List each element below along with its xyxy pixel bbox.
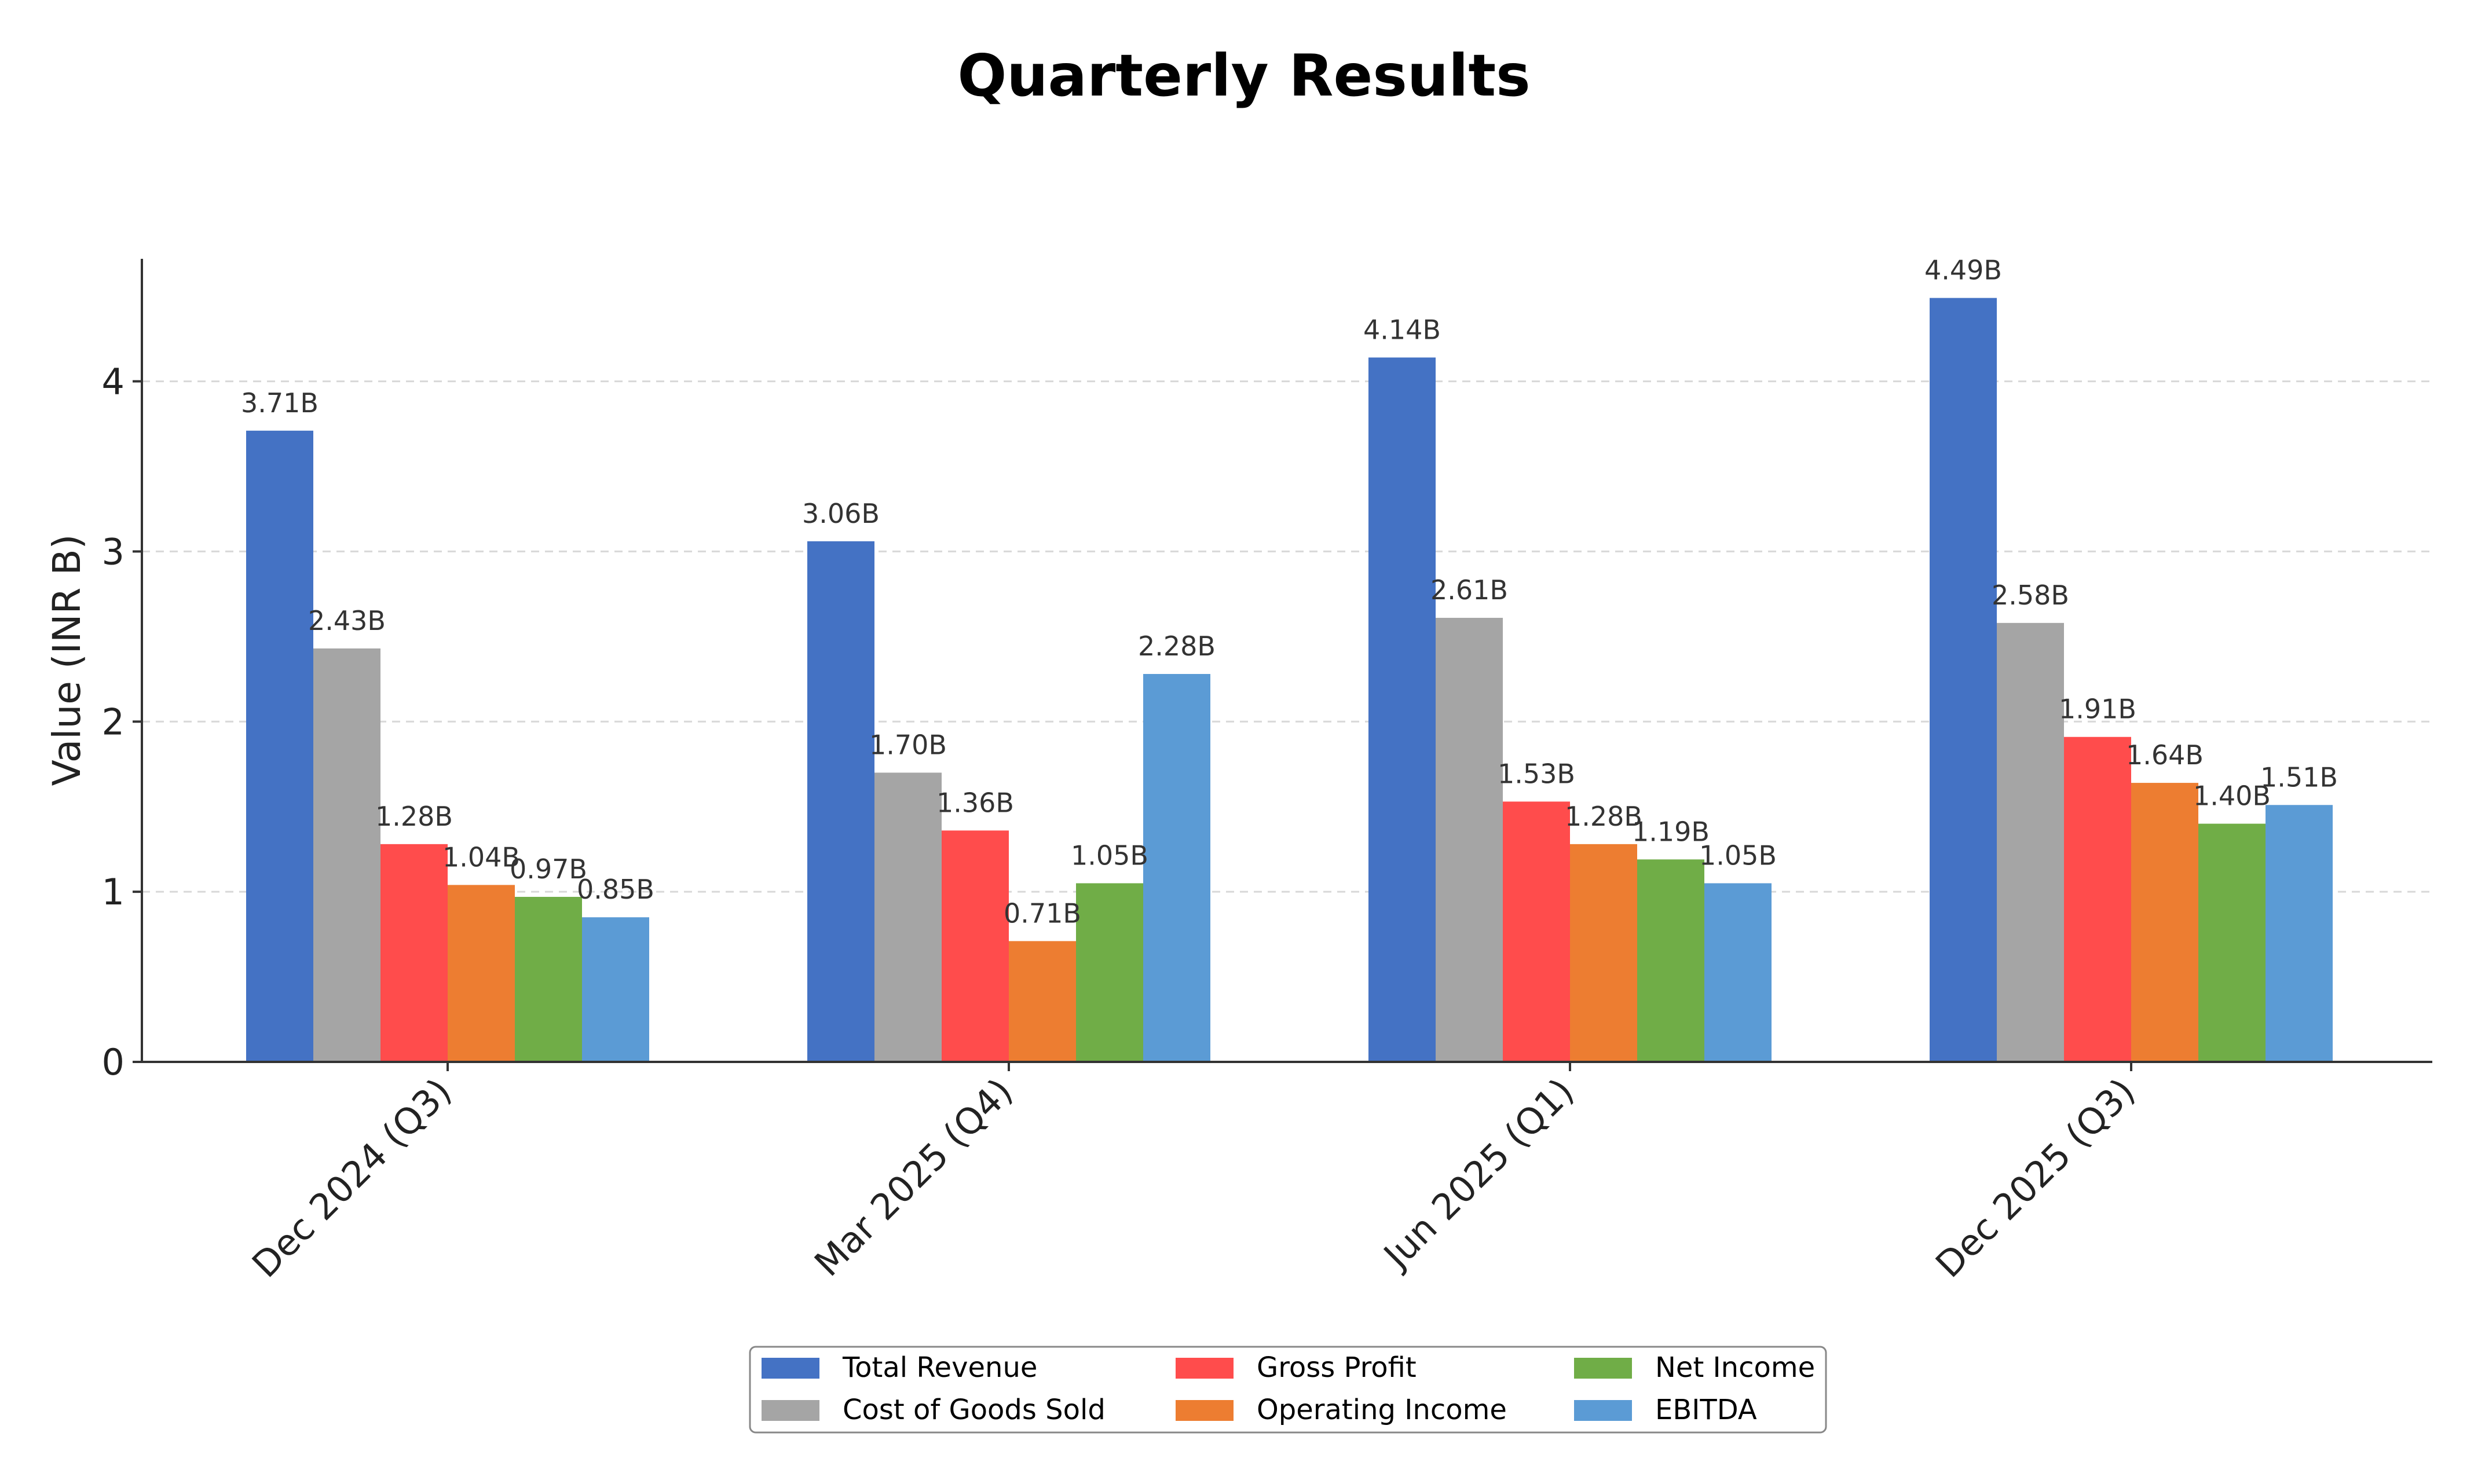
data-label: 1.53B [1498,758,1575,789]
bars [246,298,2333,1062]
data-label: 3.06B [802,498,880,529]
x-tick-label: Mar 2025 (Q4) [806,1070,1020,1284]
data-label: 1.04B [442,841,520,873]
bar [515,896,582,1062]
data-label: 0.71B [1004,897,1081,929]
legend-swatch [762,1400,819,1421]
bar [246,430,313,1062]
bar [2064,736,2131,1062]
legend-swatch [1176,1358,1234,1379]
data-labels: 3.71B 3.06B 4.14B 4.49B 2.43B 1.70B 2.61B 2.58B… [241,255,2338,929]
data-label: 1.91B [2059,694,2136,725]
bar [2131,783,2198,1062]
data-label: 1.51B [2260,761,2338,793]
bar [2198,823,2266,1062]
data-label: 0.85B [577,874,654,905]
bar [582,917,649,1062]
x-tick-label: Dec 2025 (Q3) [1927,1070,2143,1286]
y-tick-label: 1 [102,871,125,913]
x-tick-label: Dec 2024 (Q3) [244,1070,460,1286]
bar [2266,805,2333,1062]
bar [380,844,448,1062]
bar [1637,859,1704,1062]
bar [1704,883,1772,1062]
data-label: 1.19B [1632,816,1710,847]
legend-label: Total Revenue [842,1351,1037,1384]
data-label: 1.70B [869,729,947,760]
bar [1503,801,1570,1062]
y-axis-label: Value (INR B) [45,534,89,786]
data-label: 1.36B [936,787,1014,818]
data-label: 1.64B [2126,739,2204,771]
data-label: 1.28B [375,801,453,832]
bar [1076,883,1143,1062]
legend-swatch [762,1358,819,1379]
bar [448,885,515,1062]
data-label: 1.05B [1071,840,1148,871]
data-label: 1.40B [2193,781,2271,812]
bar [1570,844,1637,1062]
legend-swatch [1574,1400,1632,1421]
bar [1143,674,1210,1062]
data-label: 3.71B [241,387,319,419]
legend-items: Total Revenue Cost of Goods Sold Gross Pro… [762,1351,1815,1426]
bar [807,541,874,1062]
legend-label: EBITDA [1655,1394,1757,1426]
data-label: 2.28B [1138,631,1216,662]
data-label: 2.58B [1992,580,2069,611]
data-label: 1.05B [1699,840,1777,871]
legend-swatch [1176,1400,1234,1421]
data-label: 1.28B [1565,801,1642,832]
bar [1436,618,1503,1062]
y-tick-label: 4 [102,361,125,403]
bar [874,772,942,1062]
x-ticks: Dec 2024 (Q3) Mar 2025 (Q4) Jun 2025 (Q1) D… [244,1062,2143,1286]
legend-label: Cost of Goods Sold [843,1394,1106,1426]
legend-swatch [1574,1358,1632,1379]
data-label: 2.43B [308,605,386,636]
y-tick-label: 0 [102,1041,125,1083]
data-label: 4.49B [1924,255,2002,286]
data-label: 2.61B [1430,574,1508,606]
x-tick-label: Jun 2025 (Q1) [1374,1070,1582,1278]
legend-label: Operating Income [1257,1394,1507,1426]
legend-label: Net Income [1655,1351,1815,1384]
y-ticks: 0 1 2 3 4 [102,361,142,1083]
chart-title: Quarterly Results [957,42,1530,109]
data-label: 4.14B [1363,314,1441,345]
legend-frame [749,1346,1827,1434]
legend-label: Gross Profit [1257,1351,1417,1384]
bar [1009,941,1076,1062]
y-tick-label: 3 [102,530,125,573]
bar [942,830,1009,1062]
bar [1930,298,1997,1062]
data-label: 0.97B [510,853,587,885]
bar [1368,357,1436,1062]
y-tick-label: 2 [102,701,125,743]
bar [1997,622,2064,1062]
legend: Total Revenue Cost of Goods Sold Gross Pro… [749,1346,1827,1434]
bar [313,648,380,1062]
